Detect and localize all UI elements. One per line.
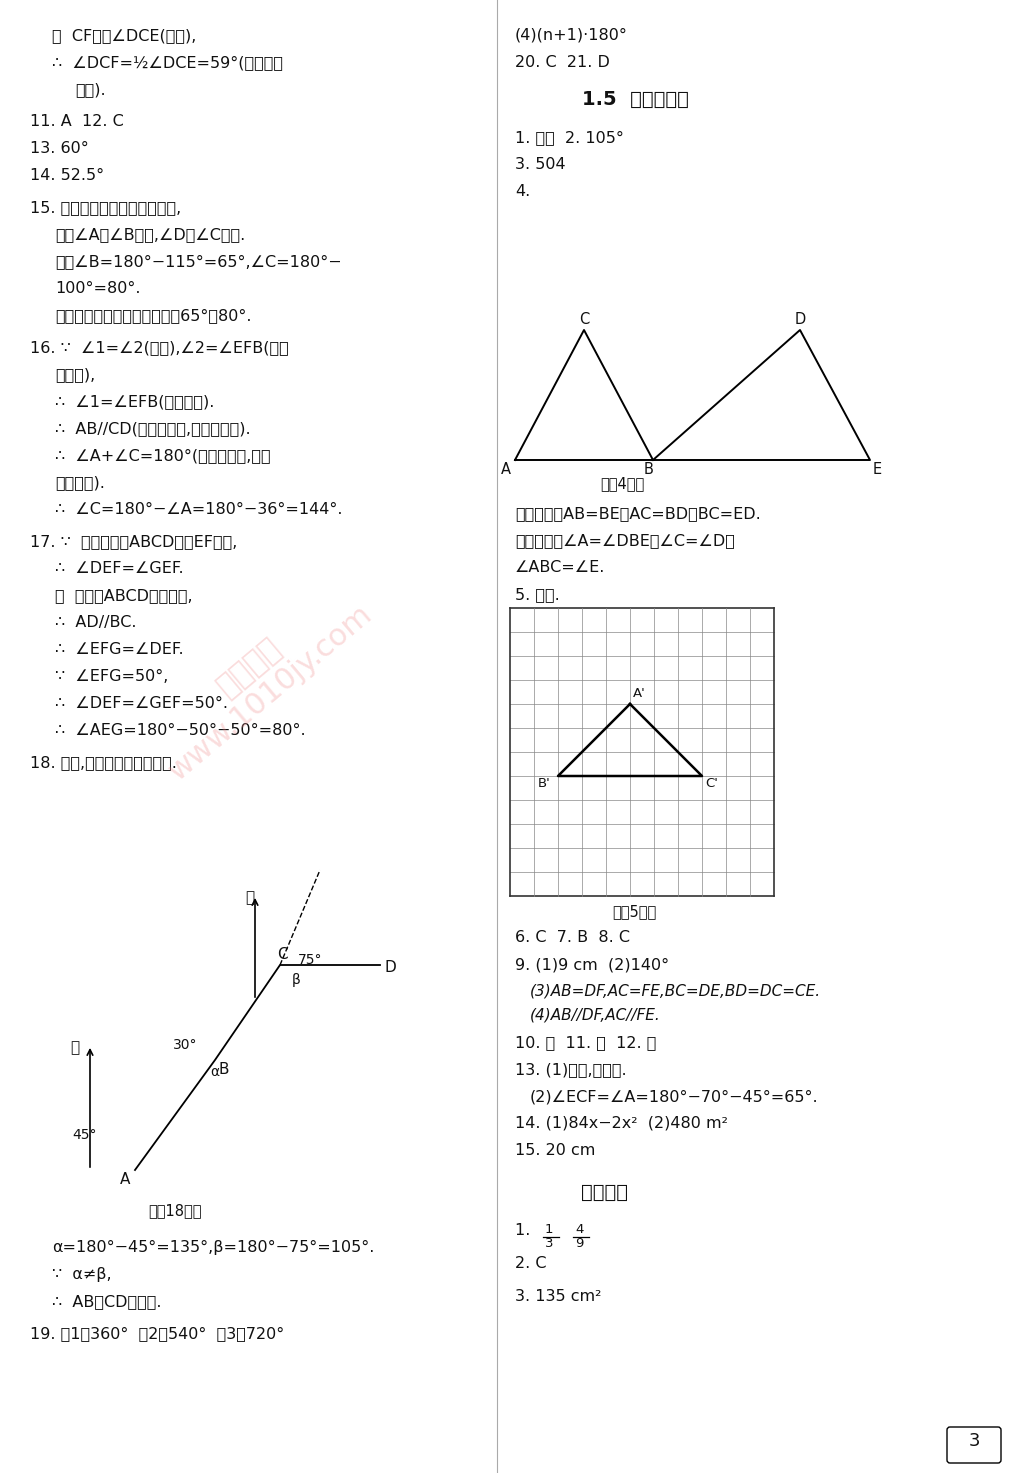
Text: (4)AB//DF,AC//FE.: (4)AB//DF,AC//FE. xyxy=(530,1008,660,1024)
Text: C': C' xyxy=(705,776,718,790)
Text: (2)∠ECF=∠A=180°−70°−45°=65°.: (2)∠ECF=∠A=180°−70°−45°=65°. xyxy=(530,1089,818,1103)
Text: ∴  ∠DEF=∠GEF=50°.: ∴ ∠DEF=∠GEF=50°. xyxy=(55,697,228,711)
Text: ∴  ∠1=∠EFB(等量代换).: ∴ ∠1=∠EFB(等量代换). xyxy=(55,393,214,409)
Text: 6. C  7. B  8. C: 6. C 7. B 8. C xyxy=(515,929,630,946)
Text: C: C xyxy=(579,312,589,327)
Text: 17. ∵  长方形纸片ABCD沿着EF折叠,: 17. ∵ 长方形纸片ABCD沿着EF折叠, xyxy=(30,535,238,549)
Text: （第5题）: （第5题） xyxy=(612,904,656,919)
Text: 3. 504: 3. 504 xyxy=(515,158,565,172)
Text: α=180°−45°=135°,β=180°−75°=105°.: α=180°−45°=135°,β=180°−75°=105°. xyxy=(52,1240,375,1255)
Text: 北: 北 xyxy=(70,1040,79,1055)
Text: 100°=80°.: 100°=80°. xyxy=(55,281,140,296)
Text: 北: 北 xyxy=(245,890,254,904)
Text: 5. 如图.: 5. 如图. xyxy=(515,588,560,602)
Text: 19. Ｈ1）360°  Ｈ2）540°  Ｈ3）720°: 19. Ｈ1）360° Ｈ2）540° Ｈ3）720° xyxy=(30,1326,285,1340)
FancyBboxPatch shape xyxy=(947,1427,1001,1463)
Text: 4.: 4. xyxy=(515,184,530,199)
Text: (4)(n+1)·180°: (4)(n+1)·180° xyxy=(515,28,628,43)
Text: 1.: 1. xyxy=(515,1223,541,1237)
Text: 15. 20 cm: 15. 20 cm xyxy=(515,1143,595,1158)
Text: β: β xyxy=(292,974,301,987)
Text: 1: 1 xyxy=(545,1223,554,1236)
Text: 奥赛园地: 奥赛园地 xyxy=(581,1183,628,1202)
Text: 15. 因为梯形的上、下两底平行,: 15. 因为梯形的上、下两底平行, xyxy=(30,200,181,215)
Text: 30°: 30° xyxy=(173,1038,198,1052)
Text: C: C xyxy=(278,947,288,962)
Text: 于是∠B=180°−115°=65°,∠C=180°−: 于是∠B=180°−115°=65°,∠C=180°− xyxy=(55,253,342,270)
Text: E: E xyxy=(873,463,882,477)
Text: 2. C: 2. C xyxy=(515,1256,547,1271)
Text: 相等线段：AB=BE；AC=BD；BC=ED.: 相等线段：AB=BE；AC=BD；BC=ED. xyxy=(515,507,761,521)
Text: ∴  ∠DCF=½∠DCE=59°(角平分线: ∴ ∠DCF=½∠DCE=59°(角平分线 xyxy=(52,55,283,71)
Text: A: A xyxy=(120,1173,130,1187)
Text: 又  四边形ABCD是长方形,: 又 四边形ABCD是长方形, xyxy=(55,588,193,602)
Text: ∴  ∠DEF=∠GEF.: ∴ ∠DEF=∠GEF. xyxy=(55,561,183,576)
Text: ∵  ∠EFG=50°,: ∵ ∠EFG=50°, xyxy=(55,669,168,683)
Text: （第4题）: （第4题） xyxy=(600,476,644,491)
Text: D: D xyxy=(385,960,396,975)
Text: ∴  AD//BC.: ∴ AD//BC. xyxy=(55,616,136,630)
Text: ∴  AB与CD不平行.: ∴ AB与CD不平行. xyxy=(52,1293,162,1309)
Text: B: B xyxy=(644,463,654,477)
Text: 13. 60°: 13. 60° xyxy=(30,141,89,156)
Text: 9: 9 xyxy=(575,1237,584,1251)
Text: 18. 如图,没有回到原来的航向.: 18. 如图,没有回到原来的航向. xyxy=(30,756,177,770)
Text: A: A xyxy=(501,463,511,477)
Text: 3: 3 xyxy=(545,1237,554,1251)
Text: （第18题）: （第18题） xyxy=(148,1203,202,1218)
Text: ∴  AB//CD(同位角相等,两直线平行).: ∴ AB//CD(同位角相等,两直线平行). xyxy=(55,421,251,436)
Text: ∴  ∠A+∠C=180°(两直线平行,同旁: ∴ ∠A+∠C=180°(两直线平行,同旁 xyxy=(55,448,270,463)
Text: 所以梯形的另外两个角分别是65°和80°.: 所以梯形的另外两个角分别是65°和80°. xyxy=(55,308,252,323)
Text: ∴  ∠C=180°−∠A=180°−36°=144°.: ∴ ∠C=180°−∠A=180°−36°=144°. xyxy=(55,502,342,517)
Text: B': B' xyxy=(538,776,551,790)
Text: 14. 52.5°: 14. 52.5° xyxy=(30,168,104,183)
Text: A': A' xyxy=(633,686,646,700)
Text: 定义).: 定义). xyxy=(75,82,105,97)
Text: 9. (1)9 cm  (2)140°: 9. (1)9 cm (2)140° xyxy=(515,957,669,972)
Text: 3. 135 cm²: 3. 135 cm² xyxy=(515,1289,601,1304)
Text: 1. 不能  2. 105°: 1. 不能 2. 105° xyxy=(515,130,624,144)
Text: 精英家教
www.1010jy.com: 精英家教 www.1010jy.com xyxy=(142,574,378,787)
Text: 角相等),: 角相等), xyxy=(55,367,95,382)
Text: 相等的角：∠A=∠DBE；∠C=∠D；: 相等的角：∠A=∠DBE；∠C=∠D； xyxy=(515,533,735,548)
Text: D: D xyxy=(795,312,806,327)
Text: 75°: 75° xyxy=(298,953,323,966)
Text: 10. 略  11. 略  12. 略: 10. 略 11. 略 12. 略 xyxy=(515,1036,656,1050)
Text: ∴  ∠AEG=180°−50°−50°=80°.: ∴ ∠AEG=180°−50°−50°=80°. xyxy=(55,723,305,738)
Text: 20. C  21. D: 20. C 21. D xyxy=(515,55,610,71)
Text: ∴  ∠EFG=∠DEF.: ∴ ∠EFG=∠DEF. xyxy=(55,642,183,657)
Text: 又  CF平分∠DCE(已知),: 又 CF平分∠DCE(已知), xyxy=(52,28,197,43)
Text: 16. ∵  ∠1=∠2(已知),∠2=∠EFB(对顶: 16. ∵ ∠1=∠2(已知),∠2=∠EFB(对顶 xyxy=(30,340,289,355)
Text: 11. A  12. C: 11. A 12. C xyxy=(30,113,124,130)
Text: 45°: 45° xyxy=(72,1128,96,1142)
Text: 3: 3 xyxy=(969,1432,980,1449)
Text: 内角互补).: 内角互补). xyxy=(55,474,104,491)
Text: ∠ABC=∠E.: ∠ABC=∠E. xyxy=(515,560,605,574)
Text: B: B xyxy=(218,1062,228,1077)
Text: 14. (1)84x−2x²  (2)480 m²: 14. (1)84x−2x² (2)480 m² xyxy=(515,1117,728,1131)
Text: 4: 4 xyxy=(575,1223,584,1236)
Text: ∵  α≠β,: ∵ α≠β, xyxy=(52,1267,112,1282)
Text: (3)AB=DF,AC=FE,BC=DE,BD=DC=CE.: (3)AB=DF,AC=FE,BC=DE,BD=DC=CE. xyxy=(530,984,821,999)
Text: 所以∠A与∠B互补,∠D与∠C互补.: 所以∠A与∠B互补,∠D与∠C互补. xyxy=(55,227,246,242)
Text: 1.5  图形的平移: 1.5 图形的平移 xyxy=(582,90,689,109)
Text: 13. (1)成立,理由略.: 13. (1)成立,理由略. xyxy=(515,1062,627,1077)
Text: α: α xyxy=(210,1065,219,1080)
